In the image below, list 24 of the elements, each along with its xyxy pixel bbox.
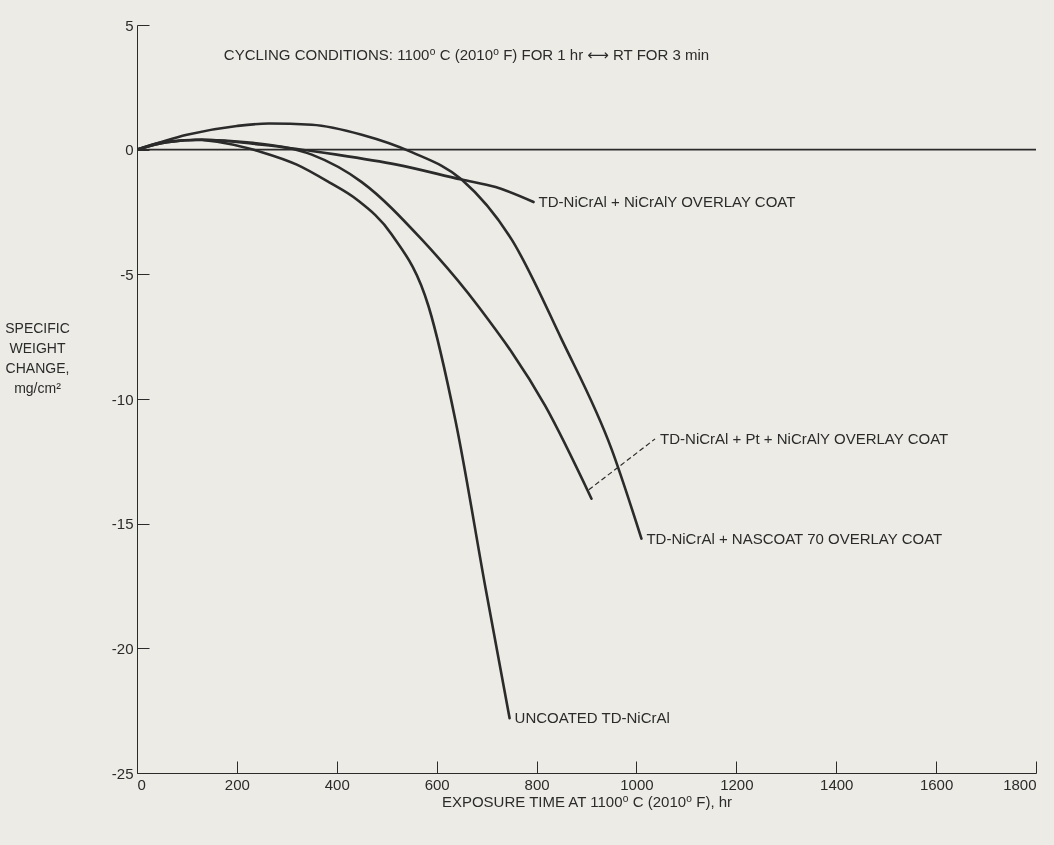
x-tick-label: 1400 [820, 775, 854, 793]
x-tick-label: 200 [224, 775, 250, 793]
series-label: UNCOATED TD-NiCrAl [514, 709, 670, 727]
series-label: TD-NiCrAl + NASCOAT 70 OVERLAY COAT [646, 529, 943, 547]
text: CYCLING CONDITIONS: 1100⁰ C (2010⁰ F) FOR 1 hr ⟷ RT FOR 3 min [223, 46, 710, 63]
x-tick-label: 400 [324, 775, 350, 793]
y-tick-label: -10 [111, 390, 134, 408]
y-tick-label: -5 [120, 265, 134, 283]
y-tick-label: 0 [125, 141, 134, 159]
y-tick-label: -15 [111, 515, 134, 533]
series-label: TD-NiCrAl + NiCrAlY OVERLAY COAT [538, 193, 796, 211]
y-tick-label: -25 [111, 764, 134, 782]
x-axis-title: EXPOSURE TIME AT 1100⁰ C (2010⁰ F), hr [441, 792, 733, 810]
text: TD-NiCrAl + Pt + NiCrAlY OVERLAY COAT [660, 429, 949, 447]
x-tick-label: 1600 [919, 775, 954, 793]
y-axis-title: SPECIFIC WEIGHT CHANGE, mg/cm² [5, 319, 70, 396]
x-tick-label: 1800 [1003, 775, 1037, 793]
x-tick-label: 1000 [620, 775, 654, 793]
x-tick-label: 0 [137, 775, 146, 793]
x-tick-label: 1200 [720, 775, 754, 793]
x-tick-label: 600 [424, 775, 450, 793]
x-tick-label: 800 [524, 775, 550, 793]
y-tick-label: 5 [125, 16, 134, 34]
y-tick-label: -20 [111, 639, 134, 657]
